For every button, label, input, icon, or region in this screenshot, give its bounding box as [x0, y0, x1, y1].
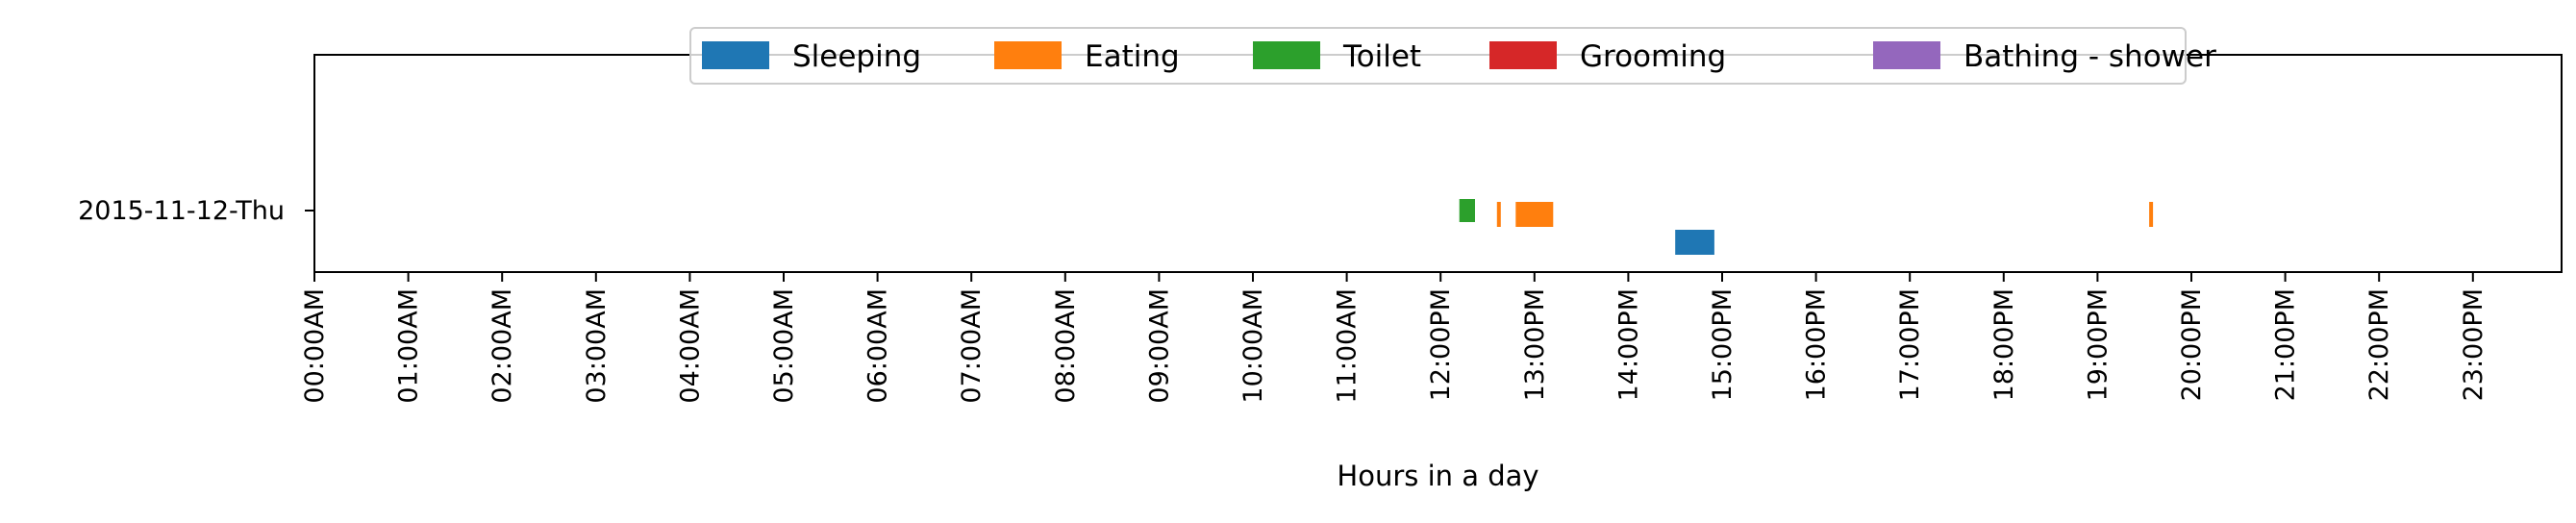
- legend: Sleeping Eating Toilet Grooming Bathing - sh…: [689, 27, 2216, 85]
- y-tick-label: 2015-11-12-Thu: [78, 196, 285, 226]
- legend-swatch-grooming: [1489, 41, 1557, 69]
- x-tick-label: 03:00AM: [582, 288, 612, 404]
- legend-label-grooming: Grooming: [1580, 39, 1726, 74]
- x-axis-title: Hours in a day: [1337, 460, 1538, 492]
- x-tick-label: 07:00AM: [957, 288, 987, 404]
- bar-eating-1: [1496, 202, 1501, 227]
- bar-eating-2: [1515, 202, 1554, 227]
- bar-sleeping-1: [1675, 230, 1714, 255]
- legend-label-toilet: Toilet: [1342, 39, 1421, 74]
- x-tick-label: 21:00PM: [2271, 288, 2301, 401]
- legend-swatch-sleeping: [702, 41, 769, 69]
- x-tick-label: 17:00PM: [1895, 288, 1925, 401]
- bar-toilet-1: [1459, 199, 1475, 222]
- x-tick-label: 08:00AM: [1051, 288, 1081, 404]
- legend-swatch-eating: [994, 41, 1062, 69]
- legend-box: [689, 27, 2187, 85]
- x-tick-label: 12:00PM: [1426, 288, 1456, 401]
- x-tick-label: 05:00AM: [769, 288, 799, 404]
- x-tick-label: 06:00AM: [863, 288, 893, 404]
- x-tick-label: 18:00PM: [1989, 288, 2019, 401]
- plot-area: [313, 54, 2563, 273]
- x-tick-label: 09:00AM: [1144, 288, 1174, 404]
- x-tick-label: 15:00PM: [1708, 288, 1738, 401]
- y-axis: 2015-11-12-Thu: [78, 196, 314, 226]
- x-axis: 00:00AM 01:00AM 02:00AM 03:00AM 04:00AM 05:00…: [300, 272, 2488, 404]
- x-tick-label: 11:00AM: [1333, 288, 1363, 404]
- x-tick-label: 01:00AM: [394, 288, 424, 404]
- x-tick-label: 02:00AM: [488, 288, 517, 404]
- legend-label-bathing-shower: Bathing - shower: [1963, 39, 2216, 74]
- x-tick-label: 22:00PM: [2364, 288, 2394, 401]
- x-tick-label: 19:00PM: [2083, 288, 2113, 401]
- x-tick-label: 04:00AM: [675, 288, 705, 404]
- x-tick-label: 16:00PM: [1802, 288, 1832, 401]
- bar-eating-3: [2149, 202, 2154, 227]
- x-tick-label: 23:00PM: [2459, 288, 2488, 401]
- x-tick-label: 20:00PM: [2177, 288, 2207, 401]
- x-tick-label: 10:00AM: [1238, 288, 1268, 404]
- legend-swatch-bathing-shower: [1873, 41, 1940, 69]
- x-tick-label: 00:00AM: [300, 288, 330, 404]
- legend-swatch-toilet: [1253, 41, 1320, 69]
- legend-label-sleeping: Sleeping: [792, 39, 921, 74]
- legend-label-eating: Eating: [1085, 39, 1180, 74]
- plot-frame: [313, 54, 2563, 273]
- x-tick-label: 14:00PM: [1613, 288, 1643, 401]
- x-tick-label: 13:00PM: [1520, 288, 1550, 401]
